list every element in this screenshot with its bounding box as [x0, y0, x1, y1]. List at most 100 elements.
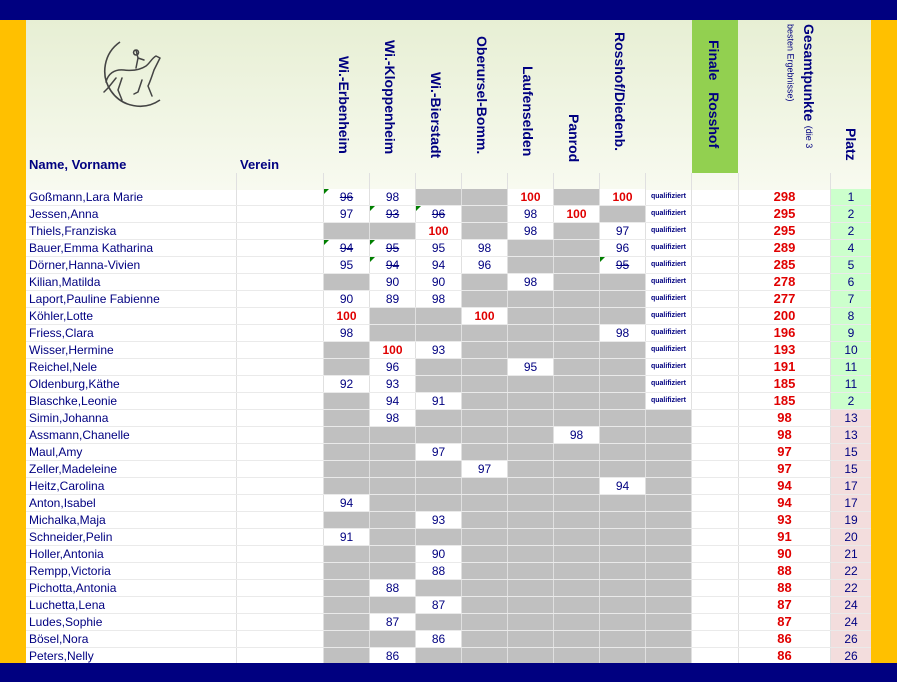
score-cell: [508, 240, 553, 256]
score-cell: [554, 342, 599, 358]
rider-name: Maul,Amy: [29, 445, 83, 459]
platz-cell: 11: [831, 359, 871, 375]
finale-cell: [692, 546, 738, 562]
verein-cell: [237, 291, 323, 307]
score-cell: 98: [554, 427, 599, 443]
platz-cell: 15: [831, 444, 871, 460]
score-value: 95: [523, 360, 538, 374]
score-value: 88: [431, 564, 446, 578]
score-cell: [370, 512, 415, 528]
rider-name: Jessen,Anna: [29, 207, 99, 221]
score-cell: [324, 427, 369, 443]
score-cell: 100: [462, 308, 507, 324]
score-value: 91: [431, 394, 446, 408]
qualified-cell: qualifiziert: [650, 397, 686, 404]
score-value: 90: [431, 275, 446, 289]
score-cell: [554, 512, 599, 528]
platz-cell: 2: [831, 206, 871, 222]
comment-marker-icon: [600, 257, 605, 262]
score-cell: [508, 461, 553, 477]
table-row: Assmann,Chanelle 98 98 13: [26, 427, 871, 444]
score-value: 97: [339, 207, 354, 221]
score-cell: 98: [600, 325, 645, 341]
column-header-name: Name, Vorname: [29, 157, 127, 172]
score-cell: [600, 648, 645, 663]
score-cell: [508, 376, 553, 392]
verein-cell: [237, 495, 323, 511]
score-cell: 95: [508, 359, 553, 375]
score-cell: 88: [370, 580, 415, 596]
qualified-cell: [646, 512, 691, 528]
bottom-bar: [0, 663, 897, 682]
score-cell: [462, 546, 507, 562]
table-row: Laport,Pauline Fabienne 90 89 98 qualifizier…: [26, 291, 871, 308]
comment-marker-icon: [324, 240, 329, 245]
rider-name: Kilian,Matilda: [29, 275, 101, 289]
verein-cell: [237, 393, 323, 409]
finale-cell: [692, 342, 738, 358]
total-points: 88: [777, 580, 792, 595]
total-points: 185: [773, 393, 796, 408]
finale-cell: [692, 648, 738, 663]
score-cell: [462, 529, 507, 545]
score-value: 100: [336, 309, 357, 323]
table-row: Zeller,Madeleine 97 97 15: [26, 461, 871, 478]
score-cell: [416, 648, 461, 663]
score-cell: [508, 393, 553, 409]
qualified-cell: qualifiziert: [650, 261, 686, 268]
score-value: 98: [385, 190, 400, 204]
score-value: 95: [615, 258, 630, 272]
score-cell: [324, 393, 369, 409]
rider-name: Köhler,Lotte: [29, 309, 94, 323]
finale-cell: [692, 257, 738, 273]
grid-hline: [26, 596, 871, 597]
qualified-cell: [646, 461, 691, 477]
total-points: 295: [773, 223, 796, 238]
score-cell: [508, 546, 553, 562]
finale-cell: [692, 529, 738, 545]
score-cell: [462, 410, 507, 426]
score-cell: 97: [416, 444, 461, 460]
qualified-cell: qualifiziert: [650, 363, 686, 370]
total-points: 97: [777, 461, 792, 476]
score-cell: [370, 478, 415, 494]
column-header-rosshof-diedenb: Rosshof/Diedenb.: [612, 32, 628, 152]
grid-hline: [26, 443, 871, 444]
score-cell: [324, 648, 369, 663]
platz-cell: 2: [831, 393, 871, 409]
score-value: 100: [428, 224, 449, 238]
total-points: 278: [773, 274, 796, 289]
score-cell: 96: [600, 240, 645, 256]
rider-name: Holler,Antonia: [29, 547, 104, 561]
score-cell: [600, 308, 645, 324]
score-value: 97: [477, 462, 492, 476]
score-cell: 94: [324, 240, 369, 256]
verein-cell: [237, 461, 323, 477]
score-cell: [324, 223, 369, 239]
total-points: 93: [777, 512, 792, 527]
score-value: 94: [615, 479, 630, 493]
score-value: 96: [477, 258, 492, 272]
score-cell: [554, 291, 599, 307]
score-cell: [462, 580, 507, 596]
rider-name: Blaschke,Leonie: [29, 394, 118, 408]
finale-cell: [692, 495, 738, 511]
total-points: 98: [777, 427, 792, 442]
verein-cell: [237, 206, 323, 222]
verein-cell: [237, 444, 323, 460]
grid-vline: [691, 173, 692, 663]
rider-name: Laport,Pauline Fabienne: [29, 292, 160, 306]
verein-cell: [237, 478, 323, 494]
qualified-cell: [646, 648, 691, 663]
total-points: 91: [777, 529, 792, 544]
score-cell: [324, 614, 369, 630]
score-cell: [416, 325, 461, 341]
grid-hline: [26, 256, 871, 257]
score-value: 100: [612, 190, 633, 204]
qualified-cell: [646, 529, 691, 545]
score-cell: 100: [416, 223, 461, 239]
platz-cell: 22: [831, 563, 871, 579]
verein-cell: [237, 529, 323, 545]
table-row: Goßmann,Lara Marie 96 98 100 100 qualifiziert…: [26, 189, 871, 206]
score-cell: [324, 359, 369, 375]
